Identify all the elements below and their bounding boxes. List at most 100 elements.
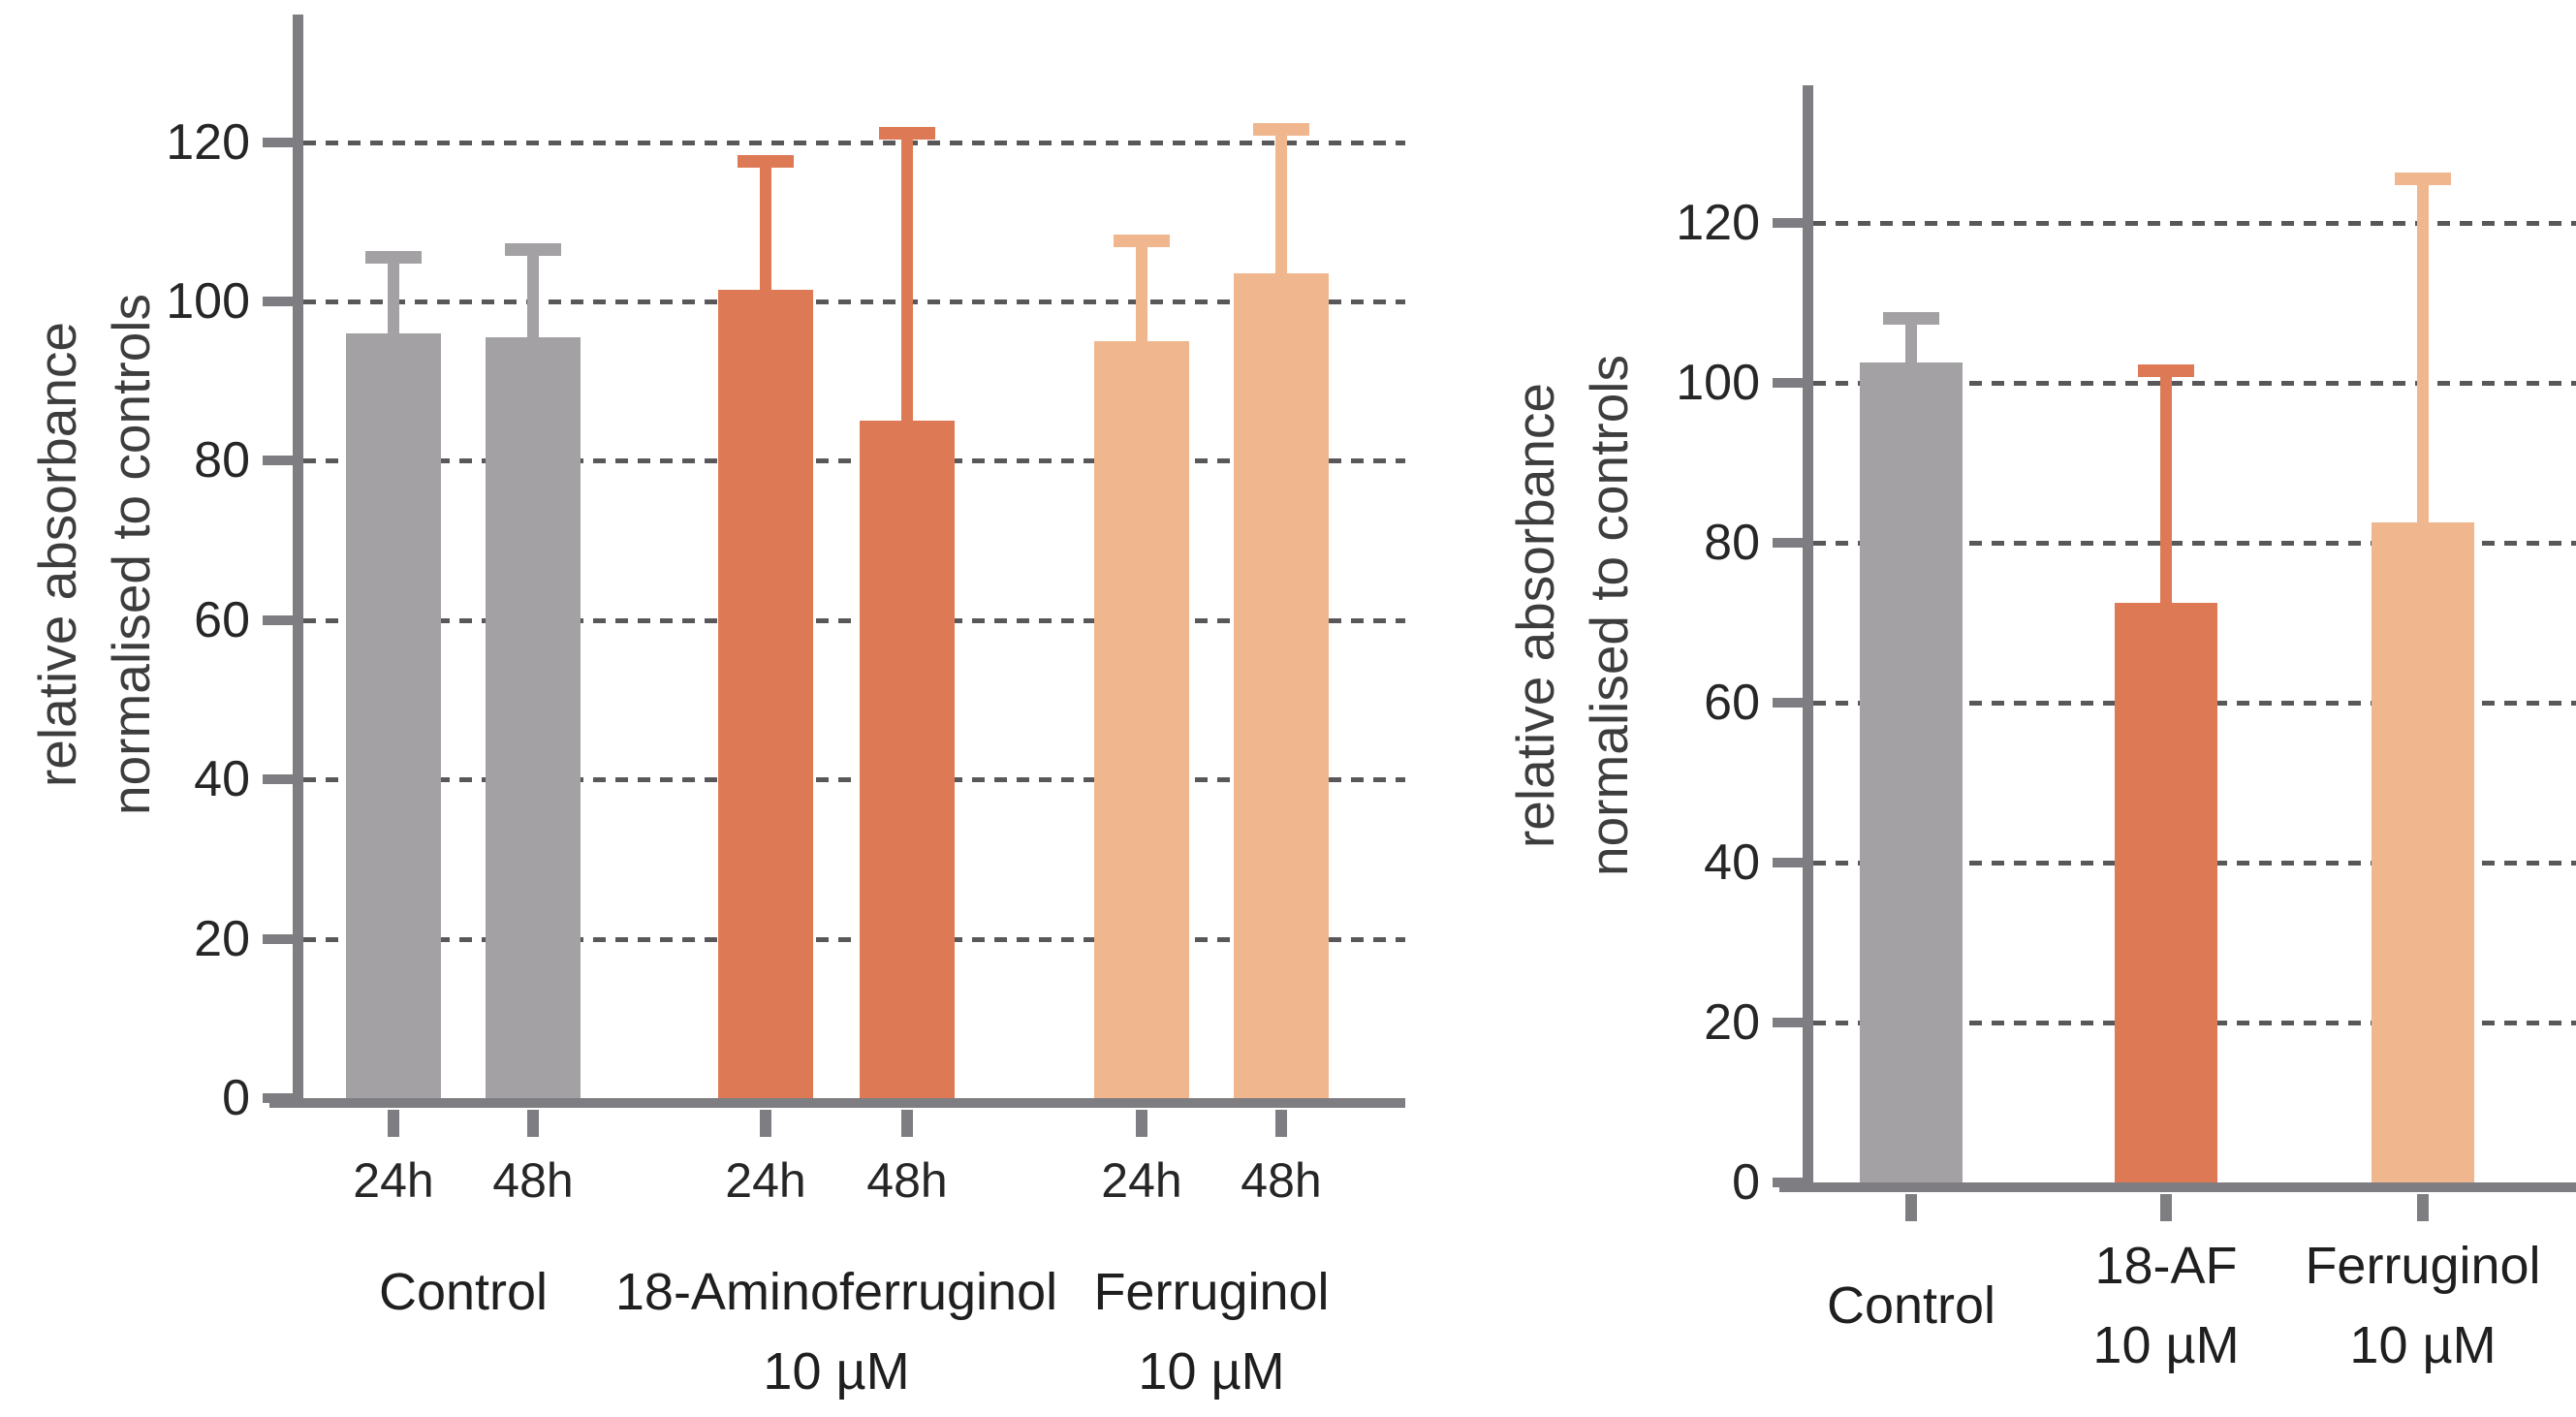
y-tick-label: 80: [194, 432, 250, 489]
group-label-line: 10 µM: [1138, 1342, 1285, 1401]
gridline: [303, 617, 1405, 623]
bar-time-label: 24h: [353, 1153, 434, 1208]
y-tick-label: 120: [166, 113, 250, 171]
y-tick-label: 0: [1732, 1154, 1760, 1211]
error-bar-cap: [1253, 123, 1309, 137]
y-tick: [263, 137, 293, 147]
bar-time-label: 48h: [1241, 1153, 1322, 1208]
error-bar-cap: [879, 127, 935, 141]
y-tick: [263, 774, 293, 785]
bar: [1234, 273, 1329, 1098]
x-tick: [527, 1110, 539, 1137]
x-tick: [901, 1110, 913, 1137]
error-bar-cap: [365, 250, 422, 264]
gridline: [1813, 221, 2576, 226]
x-tick: [1136, 1110, 1147, 1137]
error-bar-cap: [1114, 235, 1170, 248]
y-tick-label: 120: [1676, 195, 1760, 251]
group-label-line: 10 µM: [2349, 1316, 2497, 1374]
x-tick: [2417, 1194, 2429, 1221]
gridline: [303, 936, 1405, 942]
y-tick-label: 40: [1704, 834, 1760, 891]
y-tick: [1773, 218, 1803, 228]
y-axis-line: [293, 15, 303, 1108]
y-tick-label: 20: [194, 910, 250, 967]
error-bar-line: [760, 162, 771, 296]
y-tick-label: 100: [1676, 355, 1760, 411]
y-tick: [1773, 858, 1803, 867]
error-bar-line: [388, 257, 399, 339]
gridline: [303, 140, 1405, 145]
bar: [1094, 341, 1189, 1098]
error-bar-cap: [2395, 172, 2451, 185]
bar: [1860, 362, 1963, 1182]
error-bar-cap: [2138, 363, 2194, 377]
error-bar-line: [2160, 370, 2172, 609]
x-tick: [1275, 1110, 1287, 1137]
bar: [860, 421, 955, 1098]
x-tick: [2160, 1194, 2172, 1221]
group-label-line: Ferruginol: [2305, 1237, 2541, 1295]
y-axis-title-line: relative absorbance: [27, 322, 87, 788]
y-tick: [263, 614, 293, 625]
group-label-line: 10 µM: [763, 1342, 910, 1401]
bar: [486, 336, 581, 1098]
bar: [2115, 602, 2217, 1182]
y-tick: [1773, 1018, 1803, 1027]
error-bar-line: [901, 134, 913, 427]
group-label-line: 18-AF: [2094, 1237, 2238, 1295]
y-tick: [1773, 698, 1803, 708]
group-label: Ferruginol 10 µM: [2152, 1223, 2576, 1388]
error-bar-line: [1275, 130, 1287, 280]
y-tick: [1773, 538, 1803, 548]
gridline: [303, 777, 1405, 783]
x-tick: [388, 1110, 399, 1137]
y-axis-line: [1803, 85, 1813, 1192]
error-bar-line: [527, 249, 539, 343]
y-tick: [263, 456, 293, 466]
y-tick-label: 20: [1704, 994, 1760, 1051]
error-bar-cap: [1883, 312, 1939, 325]
bar: [2372, 522, 2474, 1182]
bar-time-label: 48h: [866, 1153, 948, 1208]
y-tick-label: 80: [1704, 515, 1760, 571]
bar-time-label: 48h: [492, 1153, 574, 1208]
x-axis-line: [269, 1098, 1405, 1108]
group-label-line: Ferruginol: [1093, 1263, 1330, 1321]
gridline: [303, 299, 1405, 304]
group-label: Ferruginol 10 µM: [843, 1252, 1580, 1417]
bar: [346, 332, 441, 1098]
gridline: [1813, 541, 2576, 546]
group-label: 18-AF 10 µM: [1895, 1223, 2437, 1388]
y-axis-title-line: normalised to controls: [101, 293, 161, 816]
y-axis-title-line: normalised to controls: [1579, 354, 1639, 877]
x-axis-line: [1779, 1182, 2576, 1192]
y-axis-title: relative absorbance normalised to control…: [1490, 179, 1654, 1052]
error-bar-line: [1136, 241, 1147, 348]
y-tick-label: 60: [194, 591, 250, 648]
gridline: [1813, 381, 2576, 386]
group-label: Control: [1640, 1223, 2183, 1388]
y-tick-label: 0: [222, 1070, 250, 1126]
group-label: Control: [95, 1252, 832, 1417]
error-bar-line: [2417, 178, 2429, 529]
bar-time-label: 24h: [1101, 1153, 1182, 1208]
group-label-line: Control: [378, 1263, 549, 1321]
y-axis-title-line: relative absorbance: [1505, 383, 1565, 849]
group-label-line: 18-Aminoferruginol: [614, 1263, 1058, 1321]
y-tick-label: 60: [1704, 675, 1760, 731]
x-tick: [760, 1110, 771, 1137]
group-label: 18-Aminoferruginol 10 µM: [468, 1252, 1205, 1417]
y-tick: [263, 297, 293, 306]
error-bar-cap: [738, 155, 794, 169]
bar: [718, 289, 813, 1098]
error-bar-cap: [505, 242, 561, 256]
y-tick: [263, 933, 293, 944]
error-bar-line: [1905, 319, 1917, 369]
bar-time-label: 24h: [725, 1153, 806, 1208]
y-tick-label: 40: [194, 751, 250, 808]
y-axis-title: relative absorbance normalised to control…: [12, 118, 176, 991]
y-tick-label: 100: [166, 273, 250, 330]
group-label-line: Control: [1826, 1276, 1996, 1335]
